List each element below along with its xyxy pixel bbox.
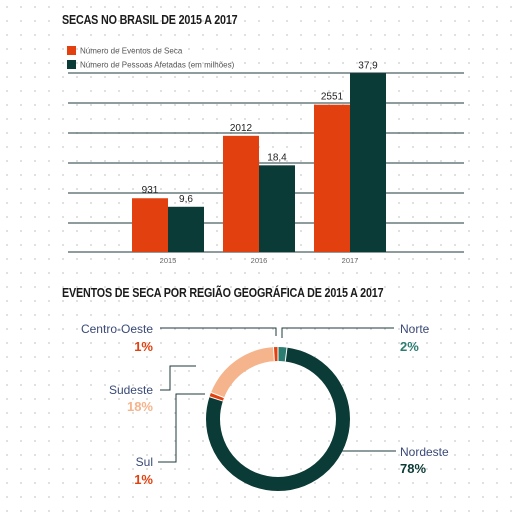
bar-2015-series-1 [132, 198, 168, 252]
callout-line-sul [158, 393, 205, 463]
slice-separator [284, 347, 288, 362]
callout-line-centro-oeste [160, 327, 277, 336]
legend-swatch-1 [67, 46, 76, 55]
slice-percent-nordeste: 78% [400, 461, 426, 476]
legend-label-1: Número de Eventos de Seca [80, 47, 183, 56]
x-tick-label: 2016 [251, 256, 268, 265]
slice-label-nordeste: Nordeste [400, 445, 449, 459]
bar-2017-series-1 [314, 104, 350, 253]
bar-2015-series-2 [168, 206, 204, 252]
x-tick-label: 2015 [160, 256, 177, 265]
donut-chart-title: EVENTOS DE SECA POR REGIÃO GEOGRÁFICA DE… [62, 286, 384, 300]
slice-separator [272, 347, 275, 362]
slice-separator [209, 396, 223, 402]
slice-label-sul: Sul [136, 455, 153, 469]
bar-value-label: 9,6 [179, 194, 193, 205]
slice-label-centro-oeste: Centro-Oeste [81, 322, 153, 336]
donut-slice-nordeste [206, 347, 350, 491]
slice-percent-sul: 1% [134, 472, 153, 487]
slice-label-norte: Norte [400, 322, 430, 336]
donut-ring [206, 347, 350, 491]
slice-label-sudeste: Sudeste [109, 383, 153, 397]
slice-percent-norte: 2% [400, 339, 419, 354]
bar-value-label: 931 [142, 185, 159, 196]
bar-2016-series-2 [259, 165, 295, 252]
callout-line-sudeste [160, 365, 196, 391]
bar-value-label: 2012 [230, 123, 253, 134]
bar-value-label: 37,9 [358, 60, 378, 71]
slice-percent-centro-oeste: 1% [134, 339, 153, 354]
bar-value-label: 18,4 [267, 152, 287, 163]
legend-label-2: Número de Pessoas Afetadas (em milhões) [80, 61, 235, 70]
legend-swatch-2 [67, 60, 76, 69]
bar-value-label: 2551 [321, 92, 344, 103]
slice-percent-sudeste: 18% [127, 399, 153, 414]
bar-2017-series-2 [350, 73, 386, 252]
bar-2016-series-1 [223, 135, 259, 252]
slice-separator [210, 392, 225, 399]
bar-chart-title: SECAS NO BRASIL DE 2015 A 2017 [62, 13, 238, 27]
x-tick-label: 2017 [342, 256, 359, 265]
callout-line-norte [281, 327, 394, 338]
